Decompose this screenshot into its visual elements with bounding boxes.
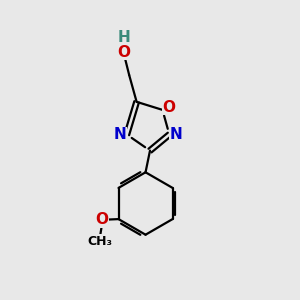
Text: O: O — [95, 212, 108, 227]
Text: O: O — [162, 100, 175, 115]
Text: N: N — [169, 127, 182, 142]
Text: O: O — [117, 45, 130, 60]
Text: N: N — [114, 127, 127, 142]
Text: CH₃: CH₃ — [87, 235, 112, 248]
Text: H: H — [118, 30, 131, 45]
